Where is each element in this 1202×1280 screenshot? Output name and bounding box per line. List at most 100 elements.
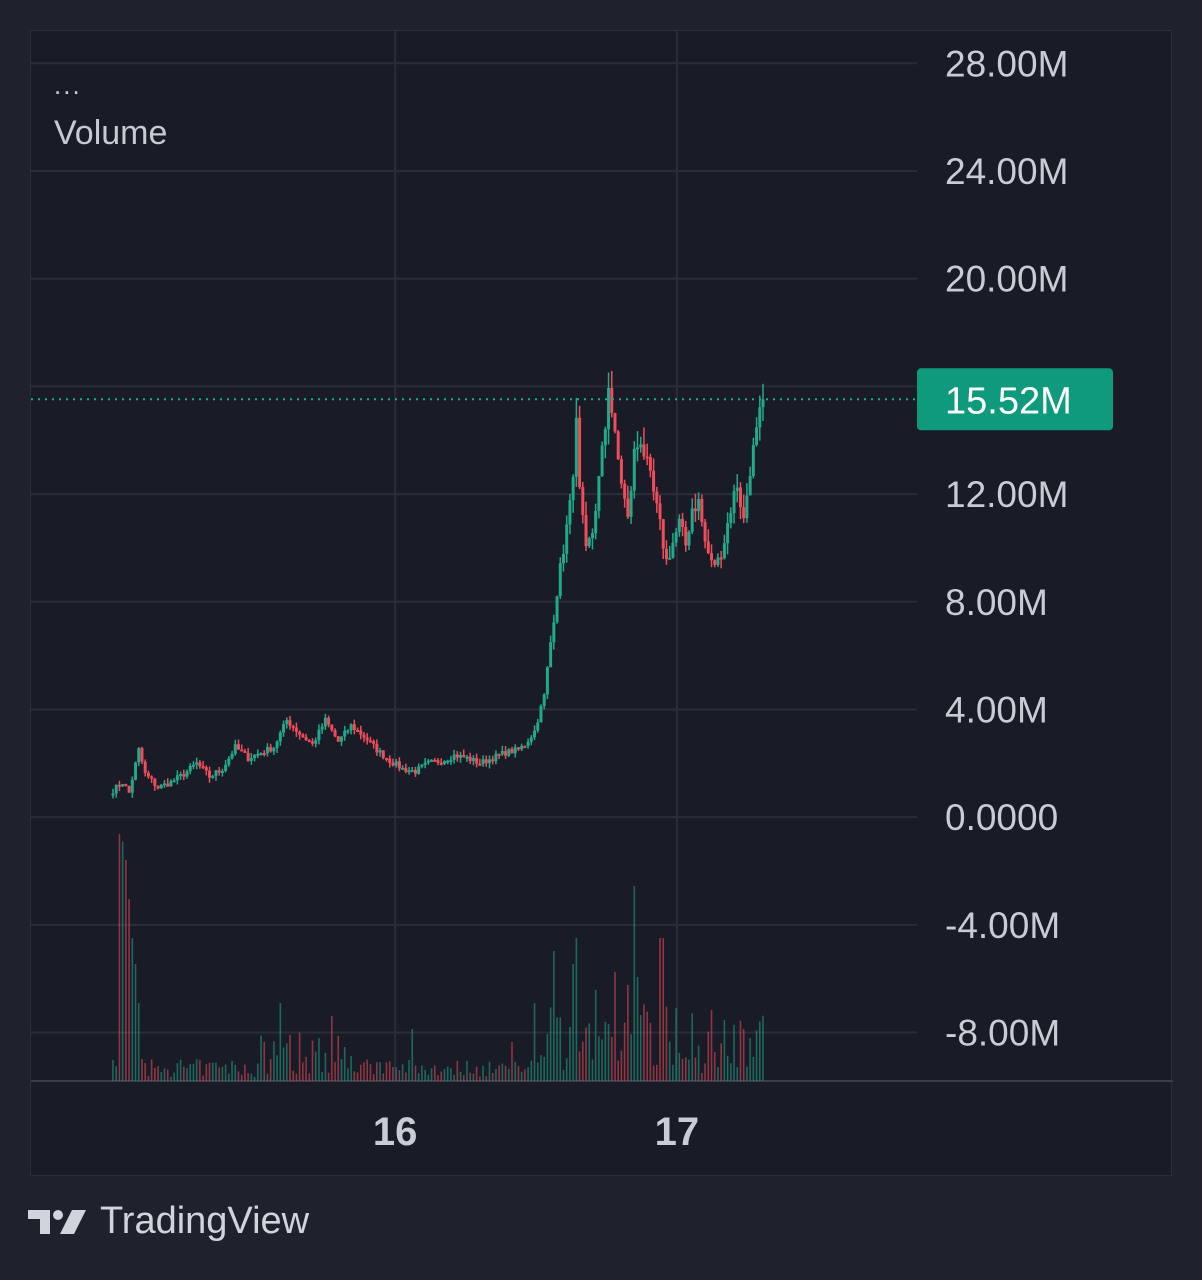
candle-body bbox=[220, 771, 224, 774]
candle-body bbox=[394, 761, 398, 766]
volume-bar bbox=[639, 1015, 642, 1081]
candle-body bbox=[246, 752, 250, 761]
candle-body bbox=[304, 736, 308, 741]
chart-panel[interactable]: 28.00M 24.00M 20.00M 12.00M 8.00M 4.00M 0.0000… bbox=[30, 30, 1173, 1177]
candle-body bbox=[426, 760, 430, 763]
volume-bar bbox=[656, 1064, 658, 1081]
candle-body bbox=[648, 456, 652, 471]
volume-chart[interactable]: 28.00M 24.00M 20.00M 12.00M 8.00M 4.00M 0.0000… bbox=[31, 31, 1173, 1177]
candle-body bbox=[294, 727, 298, 732]
volume-bar bbox=[540, 1055, 542, 1081]
volume-bar bbox=[424, 1069, 426, 1081]
volume-bar bbox=[533, 1003, 536, 1081]
candle-body bbox=[201, 766, 205, 769]
volume-bar bbox=[495, 1069, 497, 1081]
legend-menu-dots[interactable]: ... bbox=[54, 70, 82, 100]
y-tick-label: 12.00M bbox=[945, 474, 1068, 515]
candle-body bbox=[719, 557, 723, 560]
candle-body bbox=[275, 741, 279, 749]
candle-body bbox=[632, 448, 636, 491]
volume-bar bbox=[170, 1076, 172, 1081]
candle-body bbox=[214, 770, 218, 776]
candle-body bbox=[693, 508, 697, 512]
volume-bar bbox=[582, 1041, 584, 1081]
candle-body bbox=[388, 758, 392, 763]
candle-body bbox=[484, 759, 488, 764]
candle-body bbox=[565, 524, 569, 554]
candle-body bbox=[188, 765, 192, 772]
volume-bar bbox=[720, 1043, 722, 1081]
candle-body bbox=[706, 541, 710, 554]
volume-bar bbox=[302, 1062, 304, 1081]
volume-bar bbox=[736, 1067, 739, 1081]
candle-body bbox=[729, 513, 733, 523]
candle-body bbox=[175, 775, 179, 781]
volume-bar bbox=[446, 1066, 449, 1081]
candle-body bbox=[179, 774, 183, 777]
volume-bar bbox=[134, 964, 137, 1081]
volume-bar bbox=[266, 1073, 269, 1081]
candle-body bbox=[761, 399, 765, 408]
volume-bar bbox=[742, 1029, 745, 1081]
candle-body bbox=[452, 754, 456, 760]
volume-bar bbox=[646, 1011, 648, 1081]
candle-body bbox=[555, 596, 559, 623]
candle-body bbox=[159, 784, 163, 789]
volume-bar bbox=[244, 1064, 246, 1081]
volume-bar bbox=[617, 1060, 619, 1081]
volume-bar bbox=[279, 1003, 282, 1081]
candle-body bbox=[607, 387, 611, 430]
candle-body bbox=[253, 754, 257, 759]
volume-bar bbox=[392, 1066, 394, 1081]
volume-bar bbox=[189, 1064, 192, 1081]
candle-body bbox=[520, 745, 524, 750]
volume-bar bbox=[491, 1073, 494, 1081]
volume-bar bbox=[636, 977, 639, 1081]
volume-bar bbox=[543, 1056, 545, 1081]
candle-body bbox=[561, 553, 565, 564]
brand[interactable]: TradingView bbox=[28, 1200, 309, 1243]
candle-body bbox=[626, 498, 630, 517]
volume-bar bbox=[627, 984, 629, 1081]
volume-bar bbox=[305, 1056, 307, 1081]
volume-bar bbox=[359, 1064, 362, 1081]
candle-body bbox=[323, 717, 327, 727]
volume-bar bbox=[224, 1064, 227, 1081]
y-tick-label: -8.00M bbox=[945, 1013, 1060, 1054]
volume-bar bbox=[118, 834, 121, 1081]
candle-body bbox=[758, 407, 762, 428]
volume-bar bbox=[694, 1057, 697, 1081]
candle-body bbox=[137, 748, 141, 763]
volume-bar bbox=[443, 1069, 446, 1081]
volume-bar bbox=[321, 1071, 323, 1081]
volume-bar bbox=[115, 1066, 118, 1081]
candle-body bbox=[362, 734, 366, 738]
volume-bar bbox=[585, 1027, 587, 1081]
volume-bar bbox=[524, 1069, 526, 1081]
candle-body bbox=[391, 762, 395, 766]
candle-body bbox=[523, 745, 527, 748]
volume-bar bbox=[598, 1036, 600, 1081]
volume-bar bbox=[527, 1067, 529, 1081]
candle-body bbox=[449, 759, 453, 762]
candle-body bbox=[169, 780, 173, 787]
candle-body bbox=[146, 772, 150, 777]
candle-body bbox=[397, 761, 401, 769]
volume-bar bbox=[633, 886, 636, 1081]
volume-bar bbox=[240, 1074, 243, 1081]
volume-bar bbox=[565, 1058, 568, 1081]
volume-bar bbox=[746, 1066, 748, 1081]
candle-body bbox=[134, 762, 138, 780]
volume-bar bbox=[684, 1057, 687, 1081]
candle-body bbox=[352, 724, 356, 730]
volume-bar bbox=[405, 1072, 407, 1081]
volume-bar bbox=[569, 1026, 571, 1081]
volume-bar bbox=[688, 1059, 690, 1081]
volume-bar bbox=[440, 1071, 443, 1081]
candle-body bbox=[143, 761, 147, 773]
candle-body bbox=[285, 720, 289, 725]
volume-bar bbox=[511, 1042, 513, 1081]
candle-body bbox=[359, 730, 363, 735]
candle-body bbox=[455, 754, 459, 758]
volume-bar bbox=[195, 1059, 198, 1081]
